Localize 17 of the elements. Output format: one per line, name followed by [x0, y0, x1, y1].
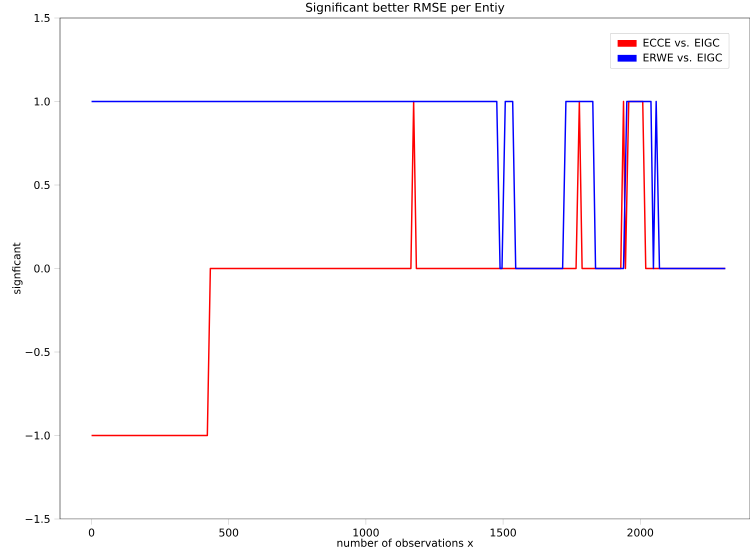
y-tick-label: −1.5: [26, 515, 50, 523]
x-tick-label: 500: [219, 528, 238, 537]
y-tick-label: 0.5: [34, 180, 50, 190]
x-tick-label: 0: [88, 528, 94, 537]
y-tick-label: 0.0: [34, 264, 50, 273]
x-tick-label: 2000: [627, 528, 654, 537]
x-tick-label: 1000: [354, 528, 379, 537]
x-tick-label: 1500: [490, 528, 516, 537]
y-tick-label: 1.0: [34, 97, 50, 106]
x-axis-title: number of observations x: [337, 538, 474, 547]
y-tick-label: −1.0: [26, 431, 50, 440]
y-tick-label: 1.5: [34, 14, 50, 22]
legend-label: ERWE vs. EIGC: [644, 53, 722, 62]
legend-label: ECCE vs. EIGC: [644, 38, 720, 47]
chart-title: Significant better RMSE per Entiy: [306, 2, 504, 14]
y-tick-label: −0.5: [26, 348, 50, 356]
y-axis-title: signficant: [12, 242, 23, 294]
